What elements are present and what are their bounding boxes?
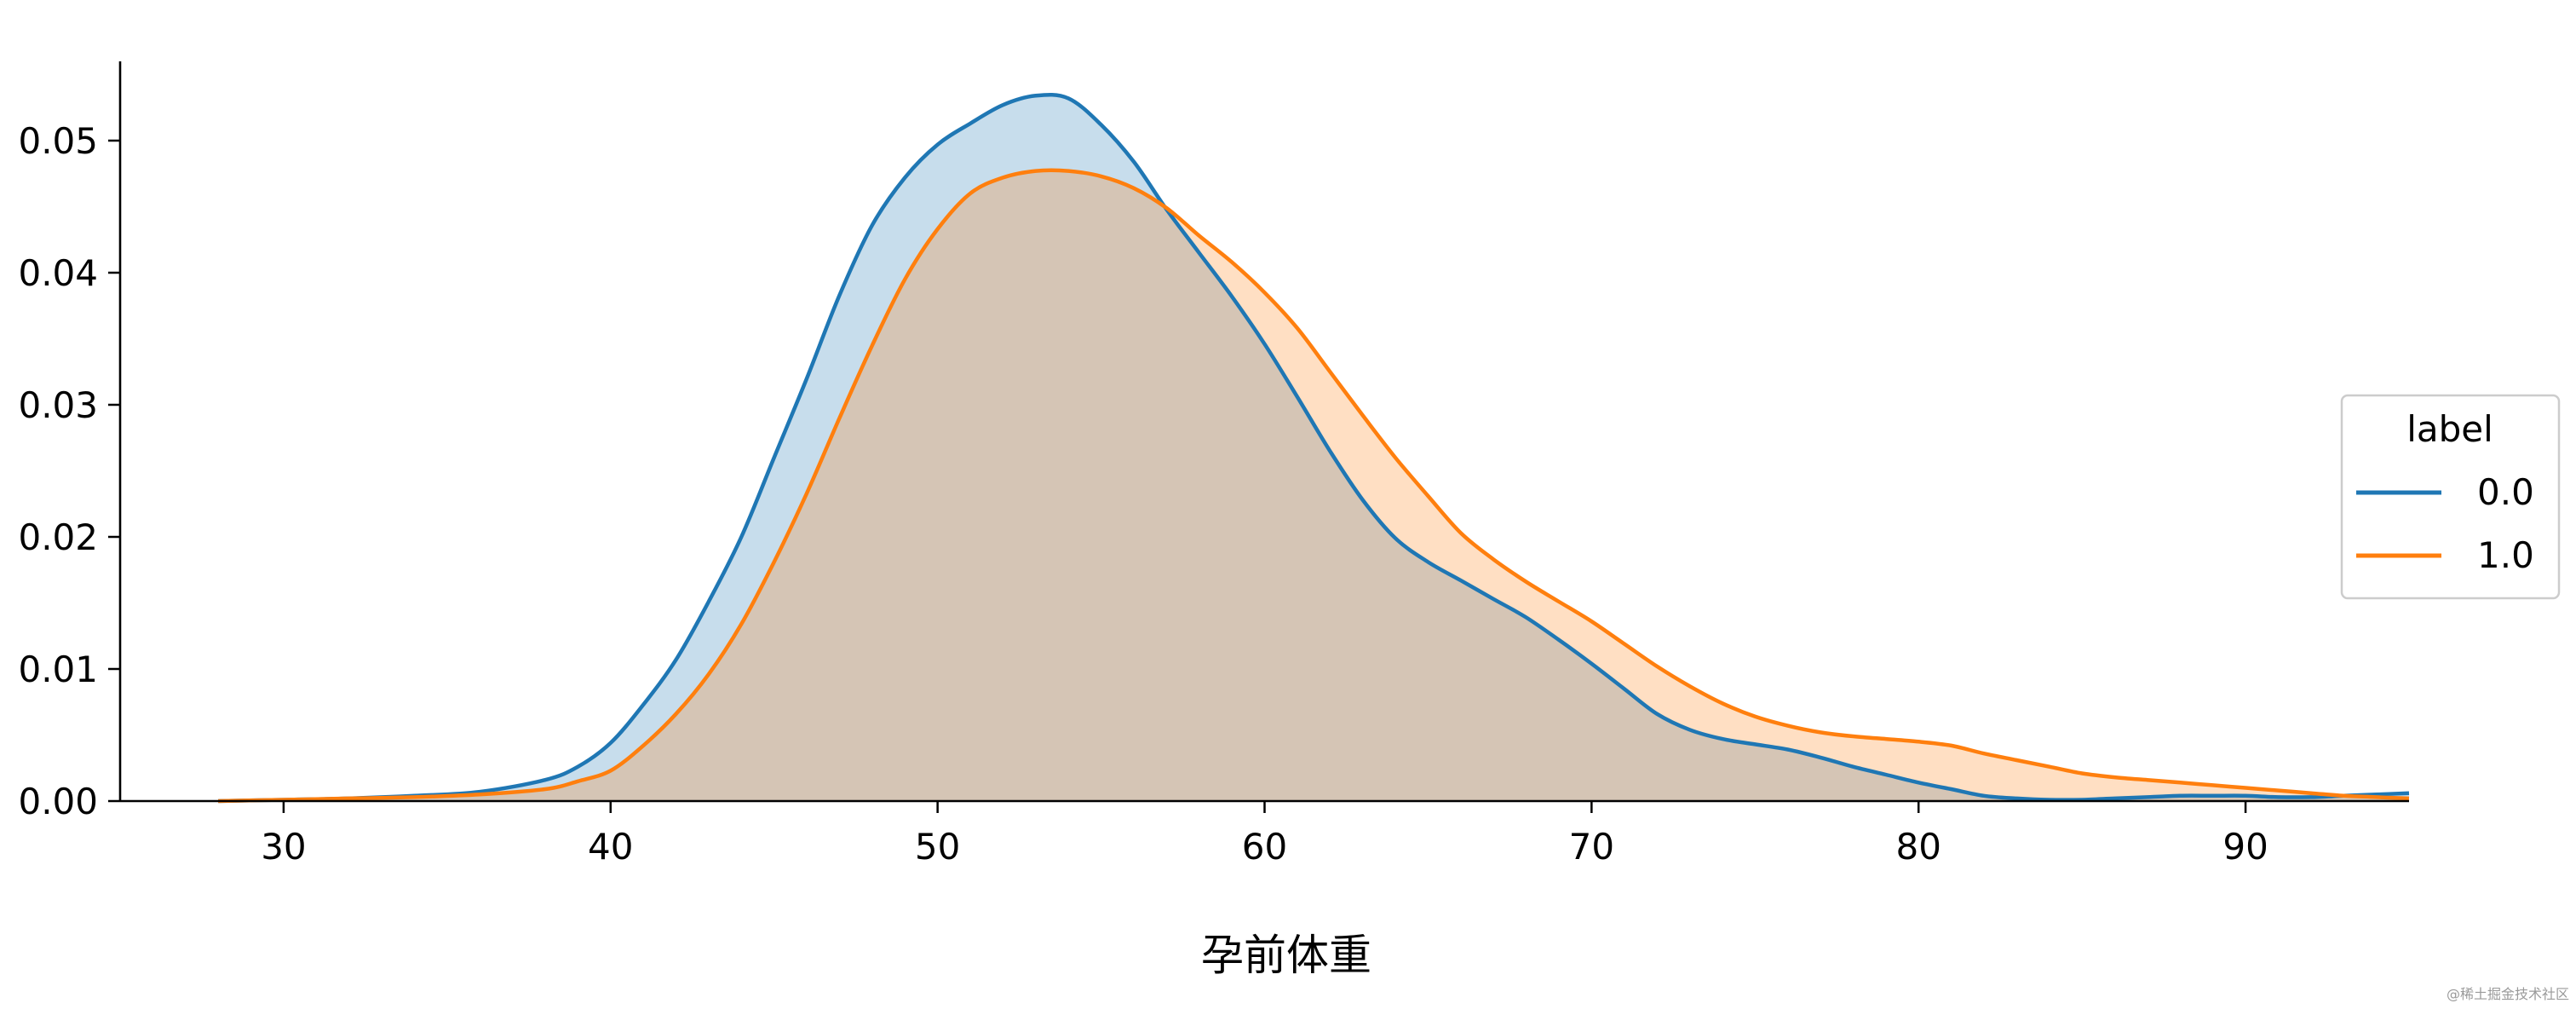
density-line-1	[218, 168, 2410, 804]
y-tick-label-1: 0.01	[18, 649, 98, 690]
y-tick-label-0: 0.00	[18, 781, 98, 822]
y-tick-label-3: 0.03	[18, 384, 98, 426]
x-tick-label-3: 60	[1242, 826, 1287, 868]
y-ticks: 0.00 0.01 0.02 0.03 0.04 0.05	[18, 120, 120, 822]
density-lines	[218, 92, 2410, 804]
y-tick-label-5: 0.05	[18, 120, 98, 162]
x-tick-label-4: 70	[1569, 826, 1614, 868]
x-tick-label-6: 90	[2222, 826, 2268, 868]
legend-title: label	[2406, 408, 2493, 450]
density-fill-1	[218, 170, 2410, 801]
y-tick-label-2: 0.02	[18, 516, 98, 558]
x-tick-label-0: 30	[261, 826, 306, 868]
x-tick-label-2: 50	[915, 826, 960, 868]
x-ticks: 30 40 50 60 70 80 90	[261, 801, 2268, 868]
y-tick-label-4: 0.04	[18, 252, 98, 294]
x-tick-label-1: 40	[588, 826, 633, 868]
density-fill-0	[218, 95, 2410, 801]
legend-label-0: 0.0	[2477, 471, 2534, 513]
legend-frame	[2340, 394, 2561, 600]
legend: label 0.0 1.0	[2340, 394, 2561, 600]
watermark: @稀土掘金技术社区	[2447, 986, 2569, 1002]
density-fills	[218, 95, 2410, 801]
x-tick-label-5: 80	[1895, 826, 1941, 868]
density-line-0	[218, 92, 2410, 804]
legend-label-1: 1.0	[2477, 534, 2534, 576]
x-axis-label: 孕前体重	[1201, 931, 1371, 980]
